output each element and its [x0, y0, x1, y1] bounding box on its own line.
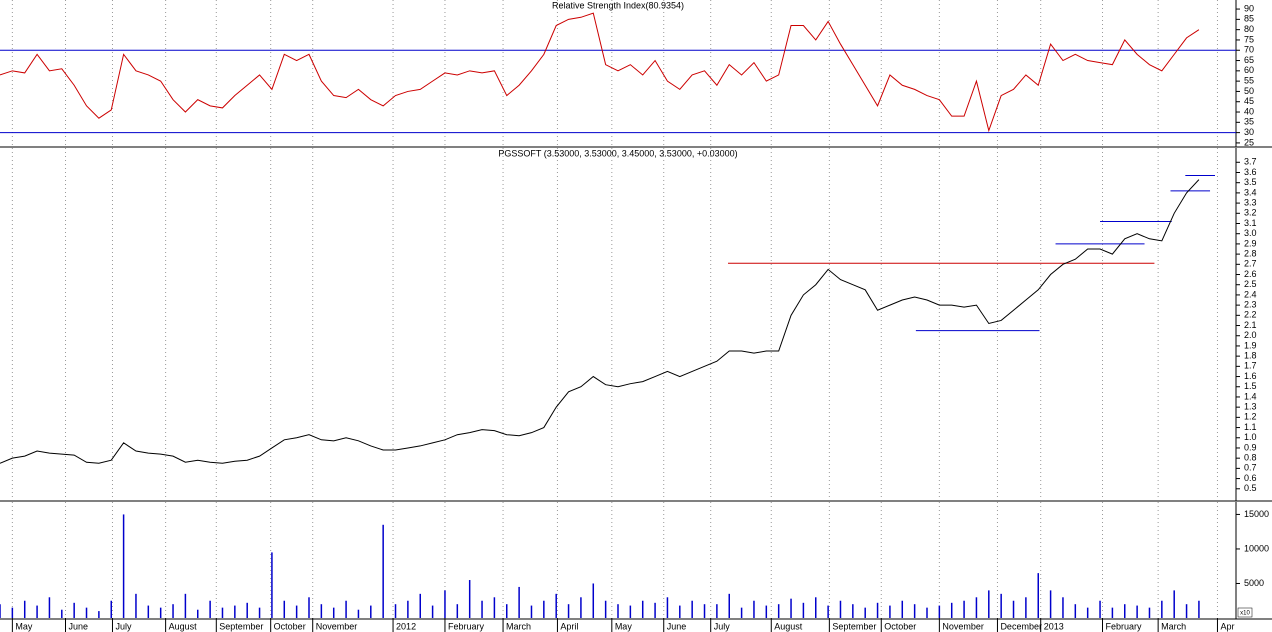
x-tick-label: December: [1000, 621, 1042, 631]
x-tick-label: 2012: [396, 621, 416, 631]
y-tick-label: 3.7: [1244, 157, 1257, 167]
x-tick-label: March: [506, 621, 531, 631]
series-line: [0, 179, 1200, 464]
y-tick-label: 1.4: [1244, 391, 1257, 401]
y-tick-label: 0.9: [1244, 442, 1257, 452]
y-tick-label: 3.2: [1244, 208, 1257, 218]
y-tick-label: 1.5: [1244, 381, 1257, 391]
y-tick-label: 2.7: [1244, 259, 1257, 269]
series-line: [0, 12, 1200, 133]
x-tick-label: November: [942, 621, 984, 631]
x-tick-label: September: [832, 621, 876, 631]
unit-label: x10: [1240, 611, 1250, 617]
x-tick-label: February: [1106, 621, 1143, 631]
y-tick-label: 65: [1244, 55, 1254, 65]
unit-box: [1237, 607, 1253, 618]
y-tick-label: 75: [1244, 34, 1254, 44]
y-tick-label: 1.3: [1244, 402, 1257, 412]
x-tick-label: July: [714, 621, 731, 631]
y-tick-label: 1.1: [1244, 422, 1257, 432]
y-tick-label: 85: [1244, 14, 1254, 24]
y-tick-label: 45: [1244, 96, 1254, 106]
x-tick-label: August: [774, 621, 803, 631]
y-tick-label: 50: [1244, 86, 1254, 96]
y-tick-label: 0.6: [1244, 473, 1257, 483]
x-tick-label: September: [219, 621, 263, 631]
y-tick-label: 3.4: [1244, 187, 1257, 197]
panel-title: Relative Strength Index(80.9354): [552, 0, 684, 10]
x-tick-label: May: [615, 621, 633, 631]
x-tick-label: August: [169, 621, 198, 631]
y-tick-label: 30: [1244, 127, 1254, 137]
y-tick-label: 55: [1244, 76, 1254, 86]
y-tick-label: 1.2: [1244, 412, 1257, 422]
y-tick-label: 40: [1244, 106, 1254, 116]
x-tick-label: May: [15, 621, 33, 631]
y-tick-label: 80: [1244, 24, 1254, 34]
y-tick-label: 2.0: [1244, 330, 1257, 340]
x-tick-label: July: [115, 621, 132, 631]
y-tick-label: 35: [1244, 117, 1254, 127]
panel-title: PGSSOFT (3.53000, 3.53000, 3.45000, 3.53…: [498, 148, 737, 158]
x-tick-label: 2013: [1044, 621, 1064, 631]
y-tick-label: 2.8: [1244, 248, 1257, 258]
y-tick-label: 3.0: [1244, 228, 1257, 238]
y-tick-label: 15000: [1244, 509, 1269, 519]
y-tick-label: 0.7: [1244, 463, 1257, 473]
y-tick-label: 1.6: [1244, 371, 1257, 381]
y-tick-label: 90: [1244, 3, 1254, 13]
y-tick-label: 10000: [1244, 543, 1269, 553]
y-tick-label: 0.8: [1244, 453, 1257, 463]
x-tick-label: October: [274, 621, 306, 631]
y-tick-label: 2.6: [1244, 269, 1257, 279]
y-tick-label: 5000: [1244, 578, 1264, 588]
x-tick-label: Apr: [1220, 621, 1234, 631]
y-tick-label: 3.6: [1244, 167, 1257, 177]
y-tick-label: 2.2: [1244, 310, 1257, 320]
y-tick-label: 2.5: [1244, 279, 1257, 289]
y-tick-label: 2.9: [1244, 238, 1257, 248]
y-tick-label: 1.0: [1244, 432, 1257, 442]
x-tick-label: June: [667, 621, 687, 631]
y-tick-label: 3.5: [1244, 177, 1257, 187]
y-tick-label: 1.9: [1244, 340, 1257, 350]
y-tick-label: 0.5: [1244, 483, 1257, 493]
y-tick-label: 70: [1244, 45, 1254, 55]
x-tick-label: March: [1161, 621, 1186, 631]
y-tick-label: 1.7: [1244, 361, 1257, 371]
y-tick-label: 2.4: [1244, 289, 1257, 299]
y-tick-label: 60: [1244, 65, 1254, 75]
y-tick-label: 3.3: [1244, 197, 1257, 207]
y-tick-label: 25: [1244, 137, 1254, 147]
y-tick-label: 3.1: [1244, 218, 1257, 228]
x-tick-label: April: [560, 621, 578, 631]
x-tick-label: November: [316, 621, 358, 631]
y-tick-label: 1.8: [1244, 351, 1257, 361]
x-tick-label: June: [69, 621, 89, 631]
x-tick-label: February: [448, 621, 485, 631]
y-tick-label: 2.1: [1244, 320, 1257, 330]
x-tick-label: October: [884, 621, 916, 631]
y-tick-label: 2.3: [1244, 299, 1257, 309]
